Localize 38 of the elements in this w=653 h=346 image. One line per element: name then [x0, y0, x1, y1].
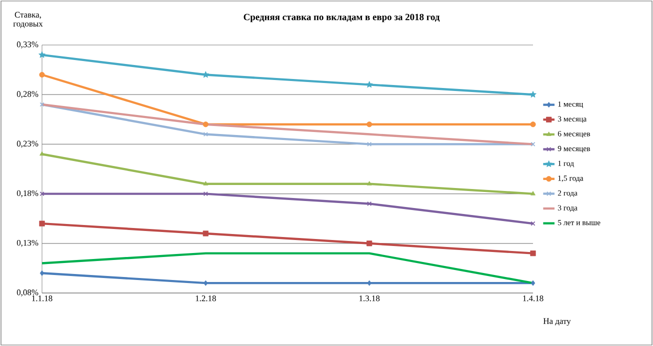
point — [366, 181, 372, 186]
x-axis-title: На дату — [543, 318, 571, 326]
y-tick-label: 0,23% — [16, 140, 38, 148]
y-tick-label: 0,08% — [16, 290, 38, 296]
x-tick-label: 1.3.18 — [360, 296, 380, 302]
point — [530, 221, 536, 226]
point — [530, 280, 536, 286]
point — [530, 250, 536, 256]
point — [39, 220, 45, 226]
point — [530, 122, 536, 128]
point — [366, 122, 372, 128]
point — [367, 201, 372, 206]
y-tick-label: 0,28% — [16, 91, 38, 98]
point — [202, 122, 208, 128]
point — [366, 240, 372, 246]
point — [203, 181, 208, 186]
x-tick-label: 1.4.18 — [523, 296, 544, 302]
y-tick-label: 0,18% — [16, 190, 38, 198]
point — [40, 102, 44, 107]
point — [530, 91, 536, 98]
point — [530, 142, 536, 146]
point — [40, 192, 44, 196]
point — [366, 81, 373, 88]
point — [530, 191, 536, 196]
point — [202, 230, 208, 236]
y-tick-label: 0,13% — [16, 240, 38, 247]
point — [202, 71, 210, 78]
point — [203, 192, 208, 196]
point — [203, 132, 208, 137]
point — [367, 142, 372, 146]
x-tick-label: 1.1.18 — [32, 296, 52, 302]
chart-title: Средняя ставка по вкладам в евро за 2018 год — [244, 14, 440, 22]
x-tick-label: 1.2.18 — [196, 296, 216, 302]
point — [40, 151, 44, 156]
point — [39, 72, 45, 78]
y-tick-label: 0,33% — [16, 42, 38, 48]
y-axis-title: Ставка, годовых — [13, 12, 43, 28]
point — [38, 51, 46, 58]
